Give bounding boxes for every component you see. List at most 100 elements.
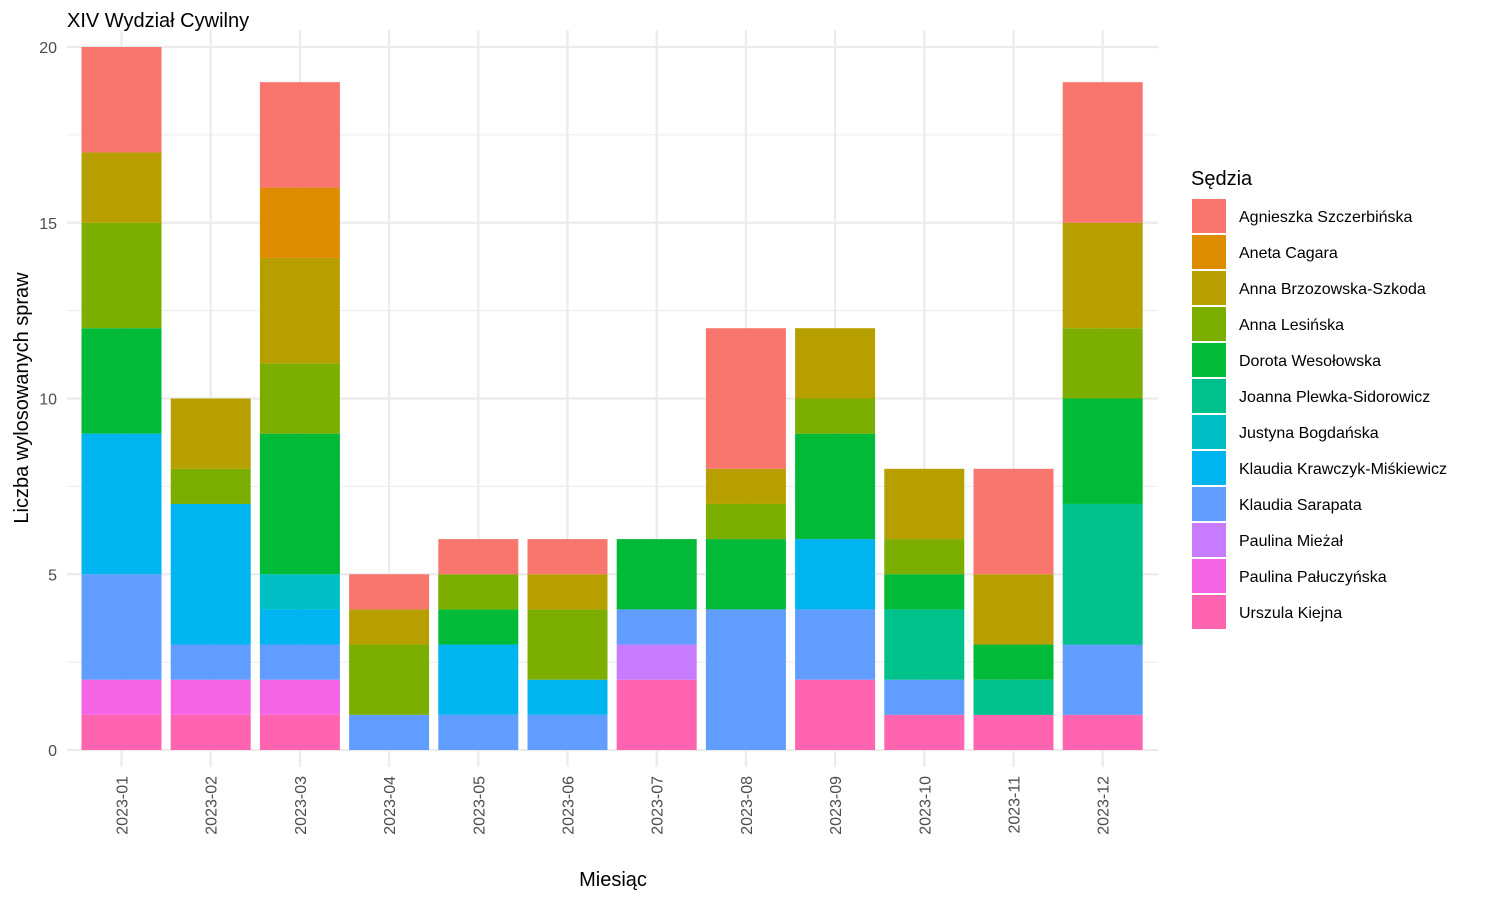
bars bbox=[81, 47, 1143, 750]
bar-segment bbox=[259, 679, 340, 715]
bar-segment bbox=[795, 433, 876, 540]
bar-segment bbox=[170, 503, 251, 645]
legend-label: Paulina Mieżał bbox=[1239, 533, 1344, 550]
x-tick-label: 2023-01 bbox=[115, 776, 132, 835]
legend-key bbox=[1192, 271, 1226, 305]
legend-label: Agnieszka Szczerbińska bbox=[1239, 209, 1413, 226]
bar-segment bbox=[170, 714, 251, 750]
bar-segment bbox=[170, 468, 251, 504]
x-axis-title: Miesiąc bbox=[579, 869, 647, 891]
bar-segment bbox=[527, 679, 608, 715]
bar-segment bbox=[259, 433, 340, 575]
bar-segment bbox=[1062, 398, 1143, 504]
bar-segment bbox=[349, 644, 430, 715]
bar-segment bbox=[349, 714, 430, 750]
legend-key bbox=[1192, 307, 1226, 341]
bar-segment bbox=[349, 609, 430, 645]
bar-segment bbox=[705, 503, 786, 540]
bar-segment bbox=[81, 574, 162, 680]
y-tick-label: 10 bbox=[39, 392, 57, 409]
bar-segment bbox=[1062, 82, 1143, 223]
legend-key bbox=[1192, 523, 1226, 557]
bar-segment bbox=[170, 398, 251, 469]
x-tick-label: 2023-05 bbox=[471, 776, 488, 835]
bar-segment bbox=[1062, 328, 1143, 399]
bar-segment bbox=[705, 609, 786, 750]
bar-segment bbox=[349, 574, 430, 610]
x-tick-label: 2023-07 bbox=[650, 776, 667, 835]
bar-segment bbox=[438, 574, 519, 610]
bar-segment bbox=[1062, 222, 1143, 329]
x-tick-label: 2023-12 bbox=[1096, 776, 1113, 835]
x-tick-label: 2023-02 bbox=[204, 776, 221, 835]
bar-segment bbox=[705, 468, 786, 504]
y-axis-ticks: 0 5 10 15 20 bbox=[39, 40, 57, 760]
bar-segment bbox=[884, 468, 965, 540]
bar-segment bbox=[438, 714, 519, 750]
legend-key bbox=[1192, 343, 1226, 377]
legend-label: Aneta Cagara bbox=[1239, 245, 1338, 262]
bar-segment bbox=[973, 644, 1054, 680]
chart-title: XIV Wydział Cywilny bbox=[67, 10, 249, 32]
bar-segment bbox=[81, 222, 162, 329]
bar-segment bbox=[705, 539, 786, 610]
bar-segment bbox=[81, 152, 162, 223]
y-tick-label: 0 bbox=[48, 743, 57, 760]
bar-segment bbox=[884, 539, 965, 575]
x-tick-label: 2023-04 bbox=[382, 776, 399, 835]
legend-label: Paulina Pałuczyńska bbox=[1239, 569, 1387, 586]
legend-key bbox=[1192, 415, 1226, 449]
bar-segment bbox=[616, 609, 697, 645]
bar-segment bbox=[616, 644, 697, 680]
bar-segment bbox=[259, 257, 340, 364]
x-axis-ticks: 2023-01 2023-02 2023-03 2023-04 2023-05 2023-… bbox=[115, 776, 1113, 835]
legend-label: Anna Brzozowska-Szkoda bbox=[1239, 281, 1426, 298]
bar-segment bbox=[973, 574, 1054, 645]
bar-segment bbox=[973, 679, 1054, 715]
legend-key bbox=[1192, 235, 1226, 269]
bar-segment bbox=[527, 574, 608, 610]
bar-segment bbox=[884, 609, 965, 680]
legend-key bbox=[1192, 487, 1226, 521]
bar-segment bbox=[616, 679, 697, 750]
legend-label: Dorota Wesołowska bbox=[1239, 353, 1381, 370]
bar-segment bbox=[795, 609, 876, 680]
bar-segment bbox=[705, 328, 786, 469]
bar-segment bbox=[81, 714, 162, 750]
bar-segment bbox=[1062, 503, 1143, 645]
legend-label: Justyna Bogdańska bbox=[1239, 425, 1379, 442]
bar-segment bbox=[973, 714, 1054, 750]
bar-segment bbox=[259, 714, 340, 750]
y-tick-label: 20 bbox=[39, 40, 57, 57]
x-tick-label: 2023-10 bbox=[917, 776, 934, 835]
bar-segment bbox=[884, 574, 965, 610]
y-tick-label: 15 bbox=[39, 216, 57, 233]
bar-segment bbox=[81, 47, 162, 153]
x-tick-label: 2023-08 bbox=[739, 776, 756, 835]
bar-segment bbox=[259, 187, 340, 258]
bar-segment bbox=[438, 609, 519, 645]
legend-key bbox=[1192, 451, 1226, 485]
bar-segment bbox=[170, 679, 251, 715]
bar-segment bbox=[884, 714, 965, 750]
legend-label: Klaudia Krawczyk-Miśkiewicz bbox=[1239, 461, 1447, 478]
bar-segment bbox=[81, 433, 162, 575]
y-tick-label: 5 bbox=[48, 567, 57, 584]
bar-segment bbox=[795, 679, 876, 750]
bar-segment bbox=[81, 328, 162, 434]
legend-key bbox=[1192, 379, 1226, 413]
bar-segment bbox=[795, 539, 876, 610]
x-tick-label: 2023-06 bbox=[561, 776, 578, 835]
bar-segment bbox=[1062, 714, 1143, 750]
bar-segment bbox=[527, 609, 608, 680]
bar-segment bbox=[259, 363, 340, 434]
bar-segment bbox=[527, 539, 608, 575]
legend-label: Joanna Plewka-Sidorowicz bbox=[1239, 389, 1430, 406]
bar-segment bbox=[170, 644, 251, 680]
bar-segment bbox=[438, 644, 519, 715]
legend-label: Anna Lesińska bbox=[1239, 317, 1344, 334]
x-tick-label: 2023-11 bbox=[1007, 776, 1024, 834]
bar-segment bbox=[259, 82, 340, 188]
bar-segment bbox=[884, 679, 965, 715]
legend-label: Klaudia Sarapata bbox=[1239, 497, 1362, 514]
